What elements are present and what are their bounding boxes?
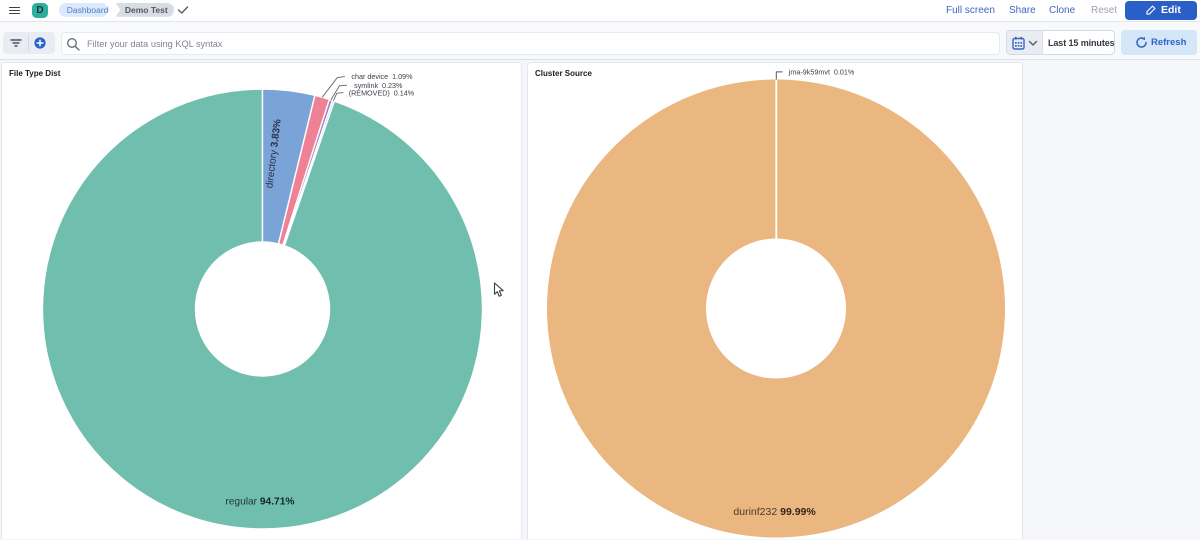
svg-text:durinf232 99.99%: durinf232 99.99% [733,506,816,518]
svg-text:(REMOVED) 0.14%: (REMOVED) 0.14% [349,89,415,98]
svg-text:jma-9k59mvt 0.01%: jma-9k59mvt 0.01% [788,68,855,77]
svg-text:regular 94.71%: regular 94.71% [225,497,294,508]
svg-text:symlink 0.23%: symlink 0.23% [354,81,403,90]
svg-text:char device 1.09%: char device 1.09% [351,72,413,81]
